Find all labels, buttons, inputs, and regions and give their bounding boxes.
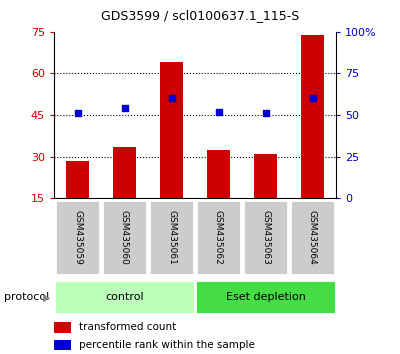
Point (309, 96, 316, 101)
Bar (54, 322, 71, 333)
Point (262, 110, 269, 116)
Text: GSM435062: GSM435062 (214, 210, 223, 264)
Text: protocol: protocol (4, 292, 49, 302)
Bar (160, 62, 183, 198)
Text: GSM435060: GSM435060 (120, 210, 129, 265)
Text: GSM435064: GSM435064 (308, 210, 317, 264)
Text: GDS3599 / scl0100637.1_115-S: GDS3599 / scl0100637.1_115-S (101, 9, 299, 22)
Bar (113, 147, 136, 198)
Text: Eset depletion: Eset depletion (226, 292, 306, 302)
Text: GSM435061: GSM435061 (167, 210, 176, 265)
Bar (254, 154, 277, 198)
Bar (301, 35, 324, 198)
Text: transformed count: transformed count (79, 322, 177, 332)
FancyBboxPatch shape (196, 200, 241, 275)
FancyBboxPatch shape (195, 280, 336, 314)
FancyBboxPatch shape (243, 200, 288, 275)
Point (168, 96, 175, 101)
Point (121, 105, 128, 111)
Point (215, 109, 222, 115)
Point (74, 110, 81, 116)
FancyBboxPatch shape (55, 200, 100, 275)
Text: percentile rank within the sample: percentile rank within the sample (79, 340, 255, 350)
Text: GSM435059: GSM435059 (73, 210, 82, 265)
FancyBboxPatch shape (102, 200, 147, 275)
Bar (66, 161, 89, 198)
Text: ▶: ▶ (42, 292, 50, 302)
Text: GSM435063: GSM435063 (261, 210, 270, 265)
FancyBboxPatch shape (290, 200, 335, 275)
Text: control: control (105, 292, 144, 302)
Bar (54, 340, 71, 350)
Bar (207, 150, 230, 198)
FancyBboxPatch shape (149, 200, 194, 275)
FancyBboxPatch shape (54, 280, 195, 314)
